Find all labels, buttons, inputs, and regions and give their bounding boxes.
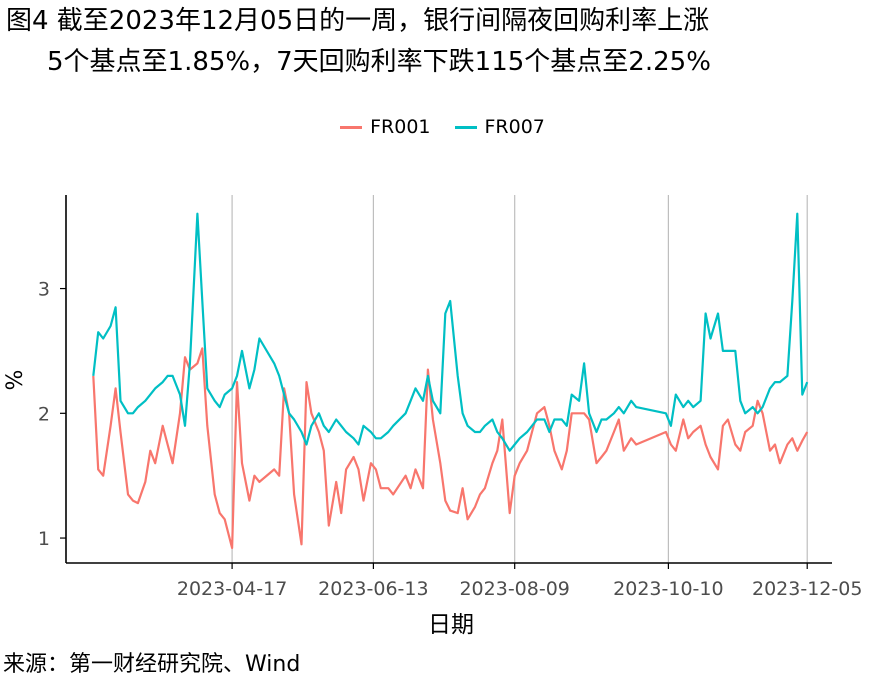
legend-key-fr001 (340, 125, 363, 129)
y-tick-label: 2 (38, 403, 50, 425)
legend-item-fr001: FR001 (340, 116, 431, 138)
x-tick-label: 2023-04-17 (177, 578, 287, 600)
series-line-fr001 (92, 347, 809, 550)
axes (60, 195, 832, 569)
chart-title-line-1: 图4 截至2023年12月05日的一周，银行间隔夜回购利率上涨 (6, 6, 710, 36)
x-tick-label: 2023-06-13 (318, 578, 428, 600)
chart-title-line-2: 5个基点至1.85%，7天回购利率下跌115个基点至2.25% (47, 47, 711, 77)
legend-label-fr001: FR001 (370, 116, 431, 138)
chart-legend: FR001 FR007 (0, 116, 885, 138)
series-line-fr007 (92, 212, 809, 452)
y-tick-label: 3 (38, 279, 50, 301)
legend-label-fr007: FR007 (484, 116, 545, 138)
x-tick-label: 2023-08-09 (459, 578, 569, 600)
source-note: 来源：第一财经研究院、Wind (3, 652, 301, 677)
x-tick-label: 2023-12-05 (752, 578, 862, 600)
y-tick-label: 1 (38, 528, 50, 550)
x-tick-label: 2023-10-10 (613, 578, 723, 600)
gridlines (231, 195, 808, 563)
y-axis-label: % (3, 370, 28, 391)
tick-labels: 2023-04-17 2023-06-13 2023-08-09 2023-10-10… (38, 279, 863, 600)
legend-item-fr007: FR007 (454, 116, 545, 138)
series-lines (92, 212, 809, 550)
legend-key-fr007 (454, 125, 477, 129)
x-axis-label: 日期 (428, 612, 474, 638)
